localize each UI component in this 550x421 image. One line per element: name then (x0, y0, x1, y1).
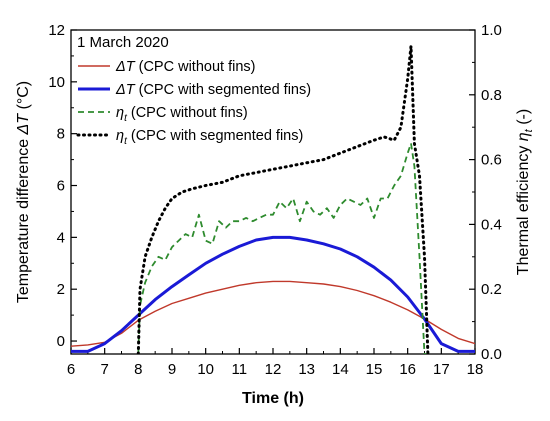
y-right-tick-label: 0.8 (481, 87, 502, 104)
x-tick-label: 8 (134, 361, 142, 378)
y-left-title-text: Temperature difference (15, 134, 32, 303)
x-tick-label: 18 (467, 361, 484, 378)
x-tick-label: 9 (168, 361, 176, 378)
series-line-1 (71, 280, 475, 347)
x-tick-label: 10 (197, 361, 214, 378)
y-right-tick-label: 0.2 (481, 281, 502, 298)
x-tick-label: 6 (67, 361, 75, 378)
y-right-title-text: Thermal efficiency (515, 141, 532, 275)
y-left-tick-label: 10 (48, 74, 65, 91)
y-left-axis-title: Temperature difference ΔT (°C) (15, 81, 32, 303)
y-right-title-sub: t (523, 128, 535, 132)
series-layer (71, 44, 475, 354)
series-line-3 (137, 142, 432, 354)
chart-annotation: 1 March 2020 (77, 34, 169, 51)
x-tick-label: 7 (100, 361, 108, 378)
y-right-title-symbol: η (515, 132, 532, 141)
y-left-tick-label: 12 (48, 22, 65, 39)
legend: ΔT (CPC without fins) ΔT (CPC with segmen… (76, 59, 311, 147)
x-tick-label: 17 (433, 361, 450, 378)
legend-label-3: ηt (CPC without fins) (116, 105, 248, 124)
y-right-tick-label: 0.6 (481, 152, 502, 169)
x-tick-label: 11 (232, 361, 248, 378)
series-line-4 (136, 44, 433, 354)
y-right-tick-label: 0.0 (481, 346, 502, 363)
y-right-tick-label: 0.4 (481, 216, 502, 233)
y-right-tick-label: 1.0 (481, 22, 502, 39)
y-right-axis-title: Thermal efficiency ηt (-) (515, 109, 535, 275)
y-left-axis-ticks: 0 2 4 6 8 10 12 (48, 22, 77, 350)
y-right-axis-ticks: 0.0 0.2 0.4 0.6 0.8 1.0 (469, 22, 502, 363)
y-left-tick-label: 2 (57, 281, 65, 298)
series-line-2 (71, 235, 475, 353)
y-left-tick-label: 4 (57, 229, 65, 246)
legend-label-2: ΔT (CPC with segmented fins) (115, 82, 311, 98)
x-tick-label: 15 (366, 361, 383, 378)
y-left-tick-label: 0 (57, 333, 65, 350)
x-tick-label: 16 (399, 361, 416, 378)
legend-label-1: ΔT (CPC without fins) (115, 59, 255, 75)
y-right-title-unit: (-) (515, 109, 532, 129)
y-left-title-unit: (°C) (15, 81, 32, 114)
y-left-title-symbol: ΔT (15, 113, 32, 136)
x-tick-label: 12 (265, 361, 282, 378)
legend-label-4: ηt (CPC with segmented fins) (116, 128, 303, 147)
x-axis-title: Time (h) (242, 390, 304, 407)
x-axis-ticks: 6 7 8 9 10 11 12 13 14 15 16 17 18 (67, 348, 484, 378)
x-tick-label: 14 (332, 361, 349, 378)
y-left-tick-label: 6 (57, 178, 65, 195)
y-left-tick-label: 8 (57, 126, 65, 143)
x-tick-label: 13 (298, 361, 315, 378)
